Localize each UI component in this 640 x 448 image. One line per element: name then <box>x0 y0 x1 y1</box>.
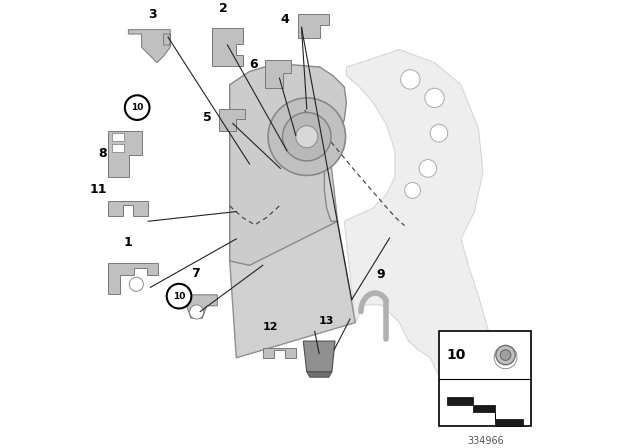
Polygon shape <box>177 295 218 318</box>
Polygon shape <box>230 67 338 265</box>
Text: 5: 5 <box>204 111 212 124</box>
Circle shape <box>189 305 204 319</box>
Text: 1: 1 <box>123 236 132 249</box>
Text: 4: 4 <box>280 13 289 26</box>
Text: 8: 8 <box>98 147 107 160</box>
Text: 13: 13 <box>319 316 334 326</box>
Circle shape <box>129 277 143 291</box>
Text: 10: 10 <box>173 292 185 301</box>
Circle shape <box>430 125 448 142</box>
Circle shape <box>404 182 420 198</box>
Polygon shape <box>108 263 158 294</box>
Polygon shape <box>108 130 142 177</box>
Polygon shape <box>112 133 124 141</box>
Circle shape <box>500 350 511 360</box>
Text: 2: 2 <box>219 2 227 15</box>
Polygon shape <box>219 109 245 131</box>
Circle shape <box>419 159 436 177</box>
Text: 7: 7 <box>191 267 200 280</box>
Polygon shape <box>129 30 170 63</box>
Circle shape <box>125 95 150 120</box>
Polygon shape <box>298 14 329 39</box>
Polygon shape <box>212 28 243 66</box>
Circle shape <box>296 126 318 148</box>
Circle shape <box>282 112 331 161</box>
Text: 3: 3 <box>148 8 157 21</box>
Polygon shape <box>108 201 148 215</box>
Circle shape <box>268 98 346 176</box>
Polygon shape <box>265 60 291 88</box>
Text: 11: 11 <box>90 183 107 196</box>
Polygon shape <box>307 372 332 377</box>
Polygon shape <box>230 65 346 265</box>
Text: 334966: 334966 <box>467 436 504 446</box>
Text: 12: 12 <box>263 322 278 332</box>
Text: 6: 6 <box>250 57 259 70</box>
Polygon shape <box>230 221 355 358</box>
Circle shape <box>496 345 515 365</box>
Polygon shape <box>303 341 335 372</box>
Circle shape <box>166 284 191 309</box>
Polygon shape <box>344 49 496 402</box>
Polygon shape <box>263 348 296 358</box>
Bar <box>439 332 531 426</box>
Circle shape <box>425 88 444 108</box>
Text: 9: 9 <box>376 268 385 281</box>
Text: 10: 10 <box>131 103 143 112</box>
Text: 10: 10 <box>447 348 467 362</box>
Polygon shape <box>112 144 124 152</box>
Circle shape <box>401 70 420 89</box>
Polygon shape <box>447 397 523 426</box>
